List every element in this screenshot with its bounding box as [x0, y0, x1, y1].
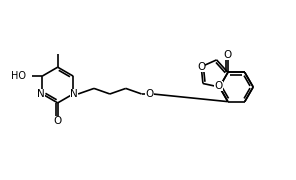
Text: N: N: [70, 89, 78, 99]
Text: O: O: [54, 116, 62, 126]
Text: O: O: [224, 50, 232, 60]
Text: O: O: [197, 62, 205, 72]
Text: O: O: [214, 81, 223, 91]
Text: N: N: [37, 89, 45, 99]
Text: O: O: [145, 89, 154, 99]
Text: HO: HO: [11, 71, 26, 81]
